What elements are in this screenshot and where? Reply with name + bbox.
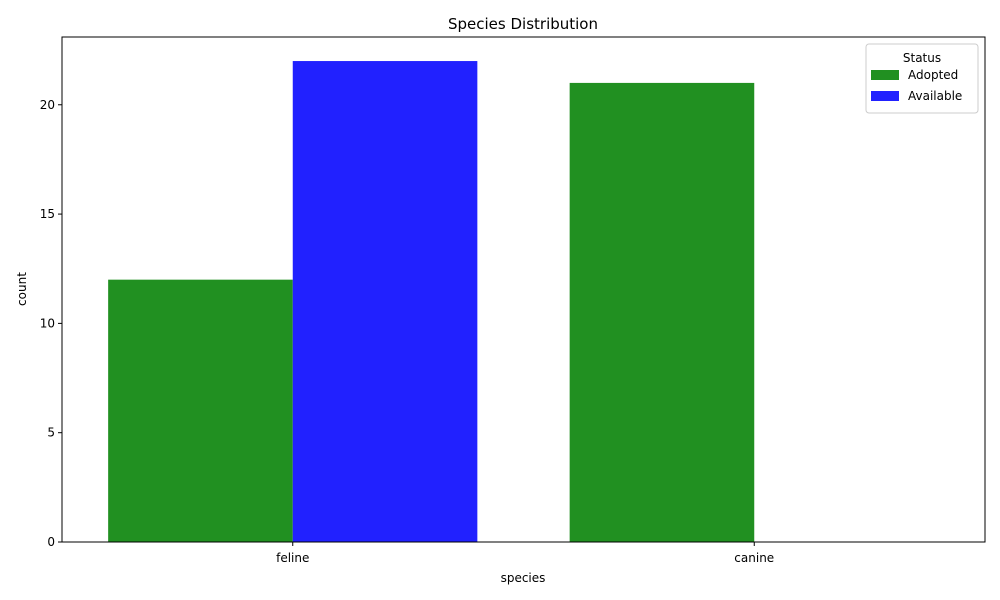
x-axis-label: species (501, 571, 546, 585)
y-tick-label: 0 (47, 535, 55, 549)
legend-swatch-adopted (871, 70, 899, 80)
y-tick-label: 10 (40, 316, 55, 330)
x-tick-label: feline (276, 551, 309, 565)
bar-available-feline (292, 61, 478, 543)
bar-adopted-canine (569, 82, 755, 542)
plot-frame (61, 36, 986, 543)
x-axis: feline canine (276, 542, 774, 565)
legend-title: Status (903, 51, 941, 65)
y-tick-label: 15 (40, 207, 55, 221)
legend-items: Adopted Available (871, 68, 962, 103)
legend-label-available: Available (908, 89, 962, 103)
y-tick-label: 20 (40, 98, 55, 112)
y-axis-label: count (15, 272, 29, 306)
x-tick-label: canine (734, 551, 774, 565)
legend-swatch-available (871, 91, 899, 101)
legend: Status Adopted Available (865, 43, 979, 114)
y-tick-label: 5 (47, 426, 55, 440)
legend-label-adopted: Adopted (908, 68, 958, 82)
bar-adopted-feline (108, 279, 293, 542)
chart-title: Species Distribution (448, 15, 598, 33)
bars-group (108, 61, 755, 543)
y-axis: 0 5 10 15 20 (40, 98, 62, 549)
